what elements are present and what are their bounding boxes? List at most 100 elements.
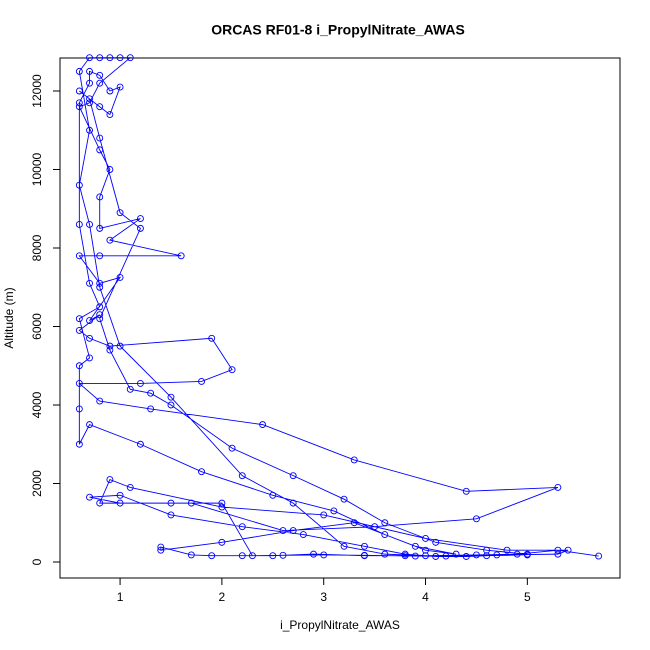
data-point bbox=[269, 491, 277, 499]
data-point bbox=[483, 552, 491, 560]
data-point bbox=[208, 552, 216, 560]
data-point bbox=[106, 87, 114, 95]
data-point bbox=[452, 550, 460, 558]
data-point bbox=[208, 334, 216, 342]
data-point bbox=[360, 542, 368, 550]
data-point bbox=[442, 552, 450, 560]
data-point bbox=[75, 67, 83, 75]
data-point bbox=[289, 527, 297, 535]
data-point bbox=[75, 99, 83, 107]
data-point bbox=[320, 551, 328, 559]
data-point bbox=[96, 283, 104, 291]
data-point bbox=[75, 103, 83, 111]
data-point bbox=[289, 472, 297, 480]
data-point bbox=[75, 362, 83, 370]
data-point bbox=[340, 542, 348, 550]
data-point bbox=[96, 134, 104, 142]
data-point bbox=[350, 519, 358, 527]
data-point bbox=[381, 519, 389, 527]
data-point bbox=[340, 495, 348, 503]
data-point bbox=[320, 511, 328, 519]
data-point bbox=[96, 303, 104, 311]
data-point bbox=[126, 483, 134, 491]
data-point bbox=[238, 472, 246, 480]
data-point bbox=[595, 552, 603, 560]
data-point bbox=[106, 346, 114, 354]
data-point bbox=[86, 95, 93, 103]
data-point bbox=[167, 511, 175, 519]
data-point bbox=[136, 440, 144, 448]
data-point bbox=[147, 389, 155, 397]
y-tick-label: 0 bbox=[30, 558, 44, 565]
data-point bbox=[96, 193, 104, 201]
data-point bbox=[96, 71, 104, 79]
data-point bbox=[472, 551, 480, 559]
data-point bbox=[96, 397, 104, 405]
data-point bbox=[96, 79, 104, 87]
data-point bbox=[106, 342, 114, 350]
data-point bbox=[116, 342, 124, 350]
data-point bbox=[86, 79, 93, 87]
data-point bbox=[218, 538, 226, 546]
data-point bbox=[432, 553, 440, 560]
data-point bbox=[493, 551, 501, 559]
data-point bbox=[96, 224, 104, 232]
data-point bbox=[106, 476, 114, 484]
data-point bbox=[86, 354, 93, 362]
data-point bbox=[422, 552, 429, 560]
data-point bbox=[86, 126, 93, 134]
data-point bbox=[86, 221, 93, 228]
x-tick-label: 5 bbox=[524, 590, 531, 604]
data-point bbox=[299, 531, 307, 538]
data-point bbox=[381, 531, 389, 538]
data-point bbox=[381, 550, 389, 558]
data-point bbox=[75, 87, 83, 95]
data-point bbox=[411, 552, 419, 560]
x-tick-label: 2 bbox=[219, 590, 226, 604]
data-point bbox=[75, 440, 83, 448]
data-point bbox=[96, 279, 104, 287]
data-point bbox=[75, 221, 83, 228]
data-point bbox=[96, 146, 104, 154]
data-point bbox=[167, 393, 175, 401]
data-point bbox=[116, 273, 124, 281]
data-point bbox=[554, 483, 562, 491]
data-point bbox=[187, 499, 195, 507]
data-point bbox=[96, 315, 104, 323]
data-point bbox=[75, 405, 83, 413]
data-point bbox=[411, 542, 419, 550]
data-point bbox=[279, 527, 287, 535]
data-point bbox=[289, 499, 297, 507]
data-point bbox=[75, 379, 83, 387]
data-point bbox=[360, 551, 368, 559]
data-point bbox=[472, 515, 480, 523]
data-point bbox=[238, 552, 246, 560]
data-point bbox=[96, 103, 104, 111]
data-point bbox=[228, 366, 236, 374]
data-point bbox=[462, 553, 470, 560]
data-point bbox=[167, 401, 175, 409]
data-point bbox=[75, 315, 83, 323]
data-point bbox=[248, 552, 256, 560]
data-point bbox=[269, 552, 277, 560]
data-point bbox=[106, 236, 114, 244]
y-tick-label: 2000 bbox=[30, 470, 44, 497]
data-point bbox=[259, 421, 267, 429]
data-point bbox=[126, 385, 134, 393]
data-point bbox=[116, 83, 124, 91]
data-point bbox=[116, 209, 124, 217]
data-point bbox=[96, 252, 104, 260]
data-line bbox=[78, 57, 599, 557]
data-point bbox=[432, 538, 440, 546]
data-point bbox=[136, 215, 144, 223]
data-point bbox=[218, 499, 226, 507]
x-tick-label: 1 bbox=[117, 590, 124, 604]
data-point bbox=[86, 493, 93, 501]
data-point bbox=[564, 546, 572, 554]
data-point bbox=[198, 468, 205, 476]
data-point bbox=[116, 499, 124, 507]
data-point bbox=[86, 421, 93, 429]
data-point bbox=[96, 499, 104, 507]
y-tick-label: 4000 bbox=[30, 391, 44, 418]
